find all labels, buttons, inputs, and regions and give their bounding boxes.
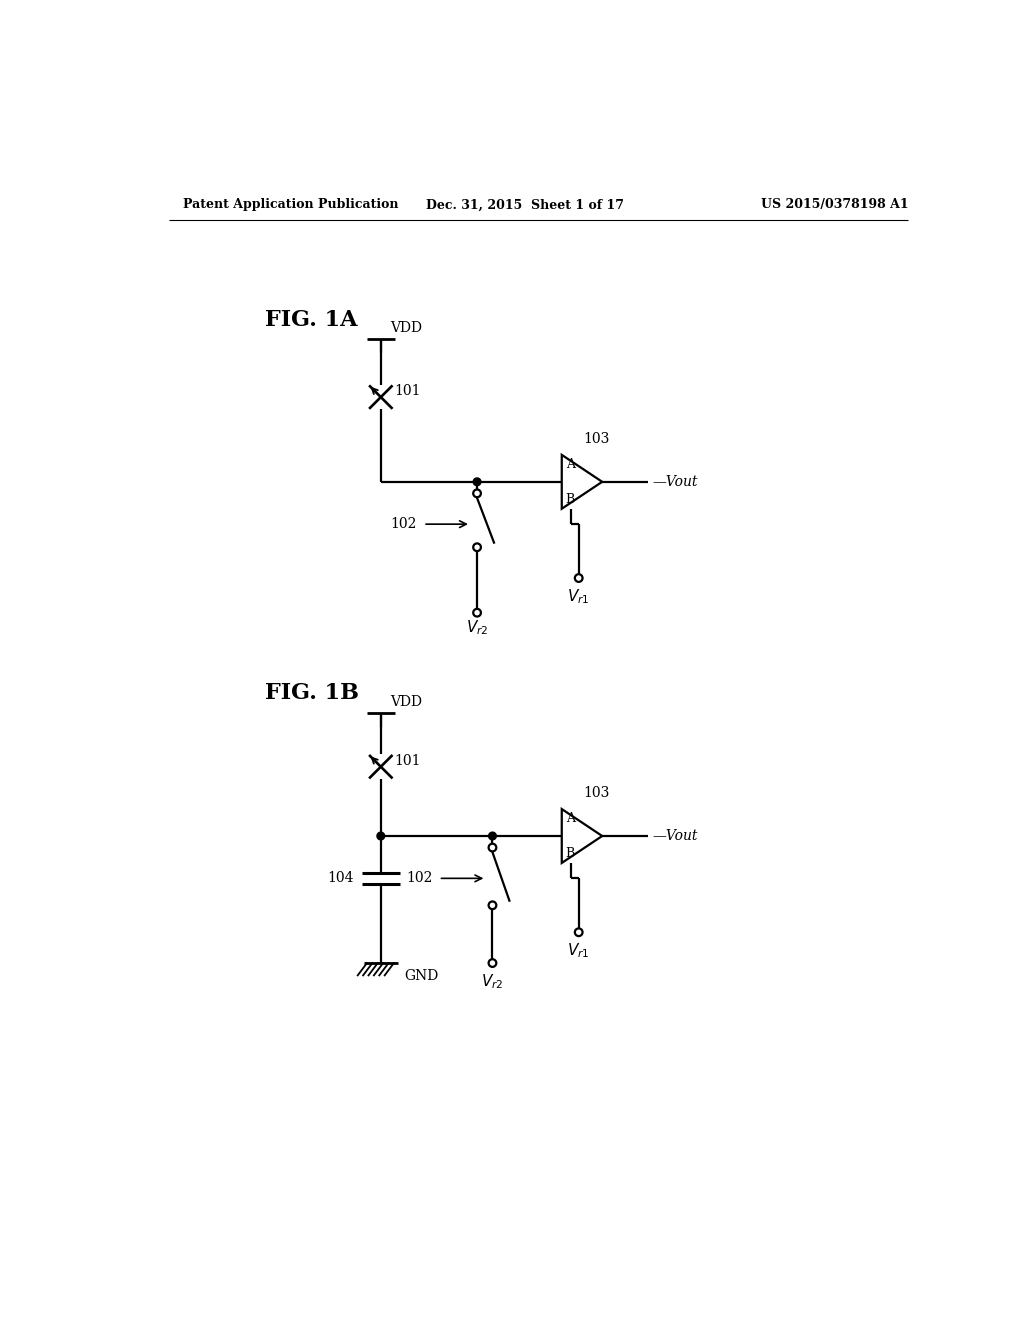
Circle shape <box>377 832 385 840</box>
Circle shape <box>488 902 497 909</box>
Text: 103: 103 <box>584 785 609 800</box>
Text: 103: 103 <box>584 432 609 446</box>
Text: 102: 102 <box>390 517 417 531</box>
Circle shape <box>488 832 497 840</box>
Text: $V_{r1}$: $V_{r1}$ <box>567 587 590 606</box>
Text: VDD: VDD <box>390 694 422 709</box>
Text: $V_{r2}$: $V_{r2}$ <box>481 973 504 991</box>
Circle shape <box>473 478 481 486</box>
Circle shape <box>473 609 481 616</box>
Text: 101: 101 <box>394 754 421 767</box>
Text: Patent Application Publication: Patent Application Publication <box>183 198 398 211</box>
Circle shape <box>488 960 497 966</box>
Circle shape <box>574 574 583 582</box>
Text: B: B <box>565 492 574 506</box>
Text: 104: 104 <box>328 871 354 886</box>
Circle shape <box>473 490 481 498</box>
Text: VDD: VDD <box>390 322 422 335</box>
Text: FIG. 1A: FIG. 1A <box>265 309 357 330</box>
Text: US 2015/0378198 A1: US 2015/0378198 A1 <box>761 198 908 211</box>
Text: 102: 102 <box>407 871 432 886</box>
Text: B: B <box>565 847 574 859</box>
Text: FIG. 1B: FIG. 1B <box>265 682 359 704</box>
Text: A: A <box>565 458 574 471</box>
Text: Dec. 31, 2015  Sheet 1 of 17: Dec. 31, 2015 Sheet 1 of 17 <box>426 198 624 211</box>
Text: $V_{r2}$: $V_{r2}$ <box>466 618 488 636</box>
Text: GND: GND <box>403 969 438 983</box>
Text: A: A <box>565 812 574 825</box>
Text: 101: 101 <box>394 384 421 397</box>
Text: —Vout: —Vout <box>652 829 697 843</box>
Circle shape <box>488 843 497 851</box>
Text: —Vout: —Vout <box>652 475 697 488</box>
Circle shape <box>473 544 481 552</box>
Circle shape <box>574 928 583 936</box>
Text: $V_{r1}$: $V_{r1}$ <box>567 941 590 960</box>
